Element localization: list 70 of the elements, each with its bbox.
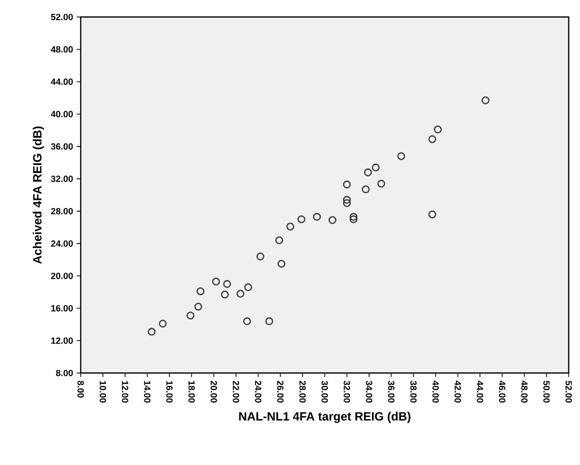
x-tick-label: 36.00	[388, 380, 394, 403]
point	[372, 164, 380, 172]
y-tick-label: 16.00	[51, 305, 73, 312]
y-tick-label: 32.00	[50, 176, 73, 182]
x-tick-label: 20.00	[210, 380, 217, 403]
x-tick-label: 10.00	[100, 381, 106, 403]
x-tick-label: 32.00	[344, 380, 350, 403]
y-tick-label: 40.00	[50, 110, 73, 118]
point	[342, 199, 351, 208]
point	[342, 196, 351, 204]
x-tick-label: 26.00	[277, 380, 284, 403]
point	[350, 212, 358, 221]
point	[275, 236, 284, 244]
point	[428, 135, 436, 144]
x-tick-label: 44.00	[476, 380, 484, 403]
point	[186, 312, 194, 320]
point	[428, 210, 436, 218]
point	[434, 126, 442, 134]
x-tick-label: 40.00	[432, 380, 439, 403]
point	[196, 287, 204, 296]
y-tick-label: 44.00	[50, 78, 73, 85]
point	[243, 317, 252, 326]
y-tick-label: 20.00	[51, 272, 73, 280]
x-tick-label: 52.00	[566, 380, 572, 403]
y-tick-label: 36.00	[50, 143, 73, 150]
point	[482, 96, 490, 104]
y-tick-label: 48.00	[50, 46, 73, 53]
x-tick-label: 12.00	[122, 381, 128, 403]
y-tick-label: 12.00	[51, 337, 73, 344]
y-tick-label: 24.00	[51, 240, 73, 247]
x-tick-label: 38.00	[410, 380, 417, 403]
point	[244, 283, 252, 292]
point	[377, 180, 386, 188]
point	[364, 168, 372, 176]
point	[277, 260, 286, 268]
point	[286, 222, 294, 230]
x-tick-label: 34.00	[366, 380, 372, 403]
point	[256, 252, 264, 260]
point	[223, 280, 232, 288]
y-tick-label: 8.00	[56, 370, 73, 376]
point	[297, 215, 306, 224]
point	[362, 185, 370, 194]
y-tick-label: 28.00	[51, 208, 73, 214]
x-tick-label: 30.00	[322, 380, 328, 403]
x-tick-label: 46.00	[498, 380, 506, 403]
point	[312, 212, 321, 221]
x-tick-label: 24.00	[254, 380, 262, 403]
point	[148, 328, 156, 336]
point	[265, 317, 274, 326]
point	[342, 180, 351, 188]
x-tick-label: 8.00	[78, 380, 84, 398]
x-tick-label: 16.00	[166, 381, 173, 403]
point	[350, 215, 358, 224]
x-tick-label: 42.00	[454, 380, 461, 403]
x-tick-label: 50.00	[543, 380, 550, 403]
x-tick-label: 28.00	[299, 380, 306, 403]
point	[194, 302, 202, 311]
point	[397, 152, 406, 160]
y-axis-title: Acheived 4FA REIG (dB)	[32, 126, 44, 264]
y-tick-label: 52.00	[51, 14, 73, 20]
x-tick-label: 48.00	[521, 380, 528, 403]
x-tick-label: 22.00	[232, 380, 240, 403]
point	[236, 290, 244, 298]
x-axis-title: NAL-NL1 4FA target REIG (dB)	[239, 412, 410, 423]
point	[158, 320, 167, 328]
x-tick-label: 18.00	[188, 381, 195, 403]
point	[220, 290, 229, 298]
point	[212, 278, 220, 286]
x-tick-label: 14.00	[144, 381, 150, 403]
point	[328, 216, 336, 224]
